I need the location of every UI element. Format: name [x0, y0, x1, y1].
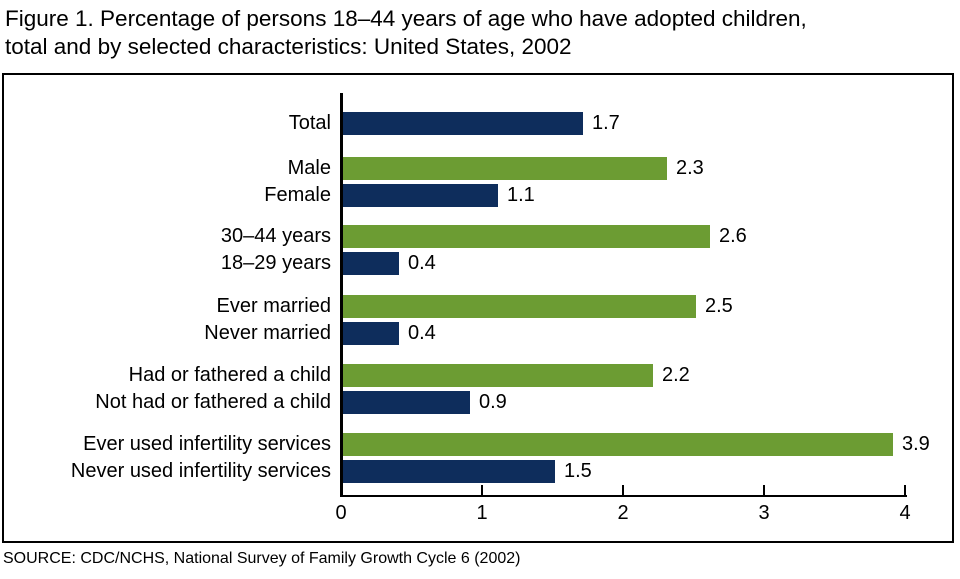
bar-male [343, 157, 667, 180]
bar-never-married [343, 322, 399, 345]
value-label-ever-married: 2.5 [705, 295, 733, 317]
chart-frame: 0 1 2 3 4 Total 1.7 Male 2.3 Female 1.1 30–44 years… [2, 73, 954, 543]
bar-30-44-years [343, 225, 710, 248]
category-label-ever-married: Ever married [216, 295, 331, 317]
bar-had-or-fathered-a-child [343, 364, 653, 387]
axis-tick [481, 485, 483, 495]
category-label-female: Female [264, 184, 331, 206]
value-label-had-or-fathered-a-child: 2.2 [662, 364, 690, 386]
value-label-total: 1.7 [592, 112, 620, 134]
category-label-never-married: Never married [204, 322, 331, 344]
axis-tick-label: 1 [476, 502, 488, 524]
axis-tick [763, 485, 765, 495]
axis-tick [340, 485, 342, 495]
category-label-ever-used-infertility-services: Ever used infertility services [83, 433, 331, 455]
value-label-female: 1.1 [507, 184, 535, 206]
bar-18-29-years [343, 252, 399, 275]
value-label-never-used-infertility-services: 1.5 [564, 460, 592, 482]
bar-female [343, 184, 498, 207]
value-label-never-married: 0.4 [408, 322, 436, 344]
category-label-18-29-years: 18–29 years [220, 252, 331, 274]
category-label-30-44-years: 30–44 years [220, 225, 331, 247]
x-axis-line [340, 495, 907, 497]
value-label-ever-used-infertility-services: 3.9 [902, 433, 930, 455]
y-axis-line [340, 93, 343, 497]
axis-tick-label: 2 [617, 502, 629, 524]
bar-never-used-infertility-services [343, 460, 555, 483]
category-label-total: Total [288, 112, 331, 134]
figure-title-line-2: total and by selected characteristics: U… [5, 34, 572, 59]
axis-tick-label: 0 [335, 502, 347, 524]
bar-ever-married [343, 295, 696, 318]
bar-not-had-or-fathered-a-child [343, 391, 470, 414]
category-label-not-had-or-fathered-a-child: Not had or fathered a child [95, 391, 331, 413]
category-label-had-or-fathered-a-child: Had or fathered a child [128, 364, 331, 386]
value-label-not-had-or-fathered-a-child: 0.9 [479, 391, 507, 413]
figure-title: Figure 1. Percentage of persons 18–44 ye… [5, 5, 925, 61]
bar-ever-used-infertility-services [343, 433, 893, 456]
category-label-never-used-infertility-services: Never used infertility services [70, 460, 331, 482]
value-label-18-29-years: 0.4 [408, 252, 436, 274]
axis-tick-label: 4 [899, 502, 911, 524]
figure-title-line-1: Figure 1. Percentage of persons 18–44 ye… [5, 6, 807, 31]
axis-tick [904, 485, 906, 495]
axis-tick-label: 3 [758, 502, 770, 524]
axis-tick [622, 485, 624, 495]
bar-total [343, 112, 583, 135]
value-label-male: 2.3 [676, 157, 704, 179]
category-label-male: Male [287, 157, 331, 179]
source-note: SOURCE: CDC/NCHS, National Survey of Fam… [3, 550, 521, 567]
value-label-30-44-years: 2.6 [719, 225, 747, 247]
